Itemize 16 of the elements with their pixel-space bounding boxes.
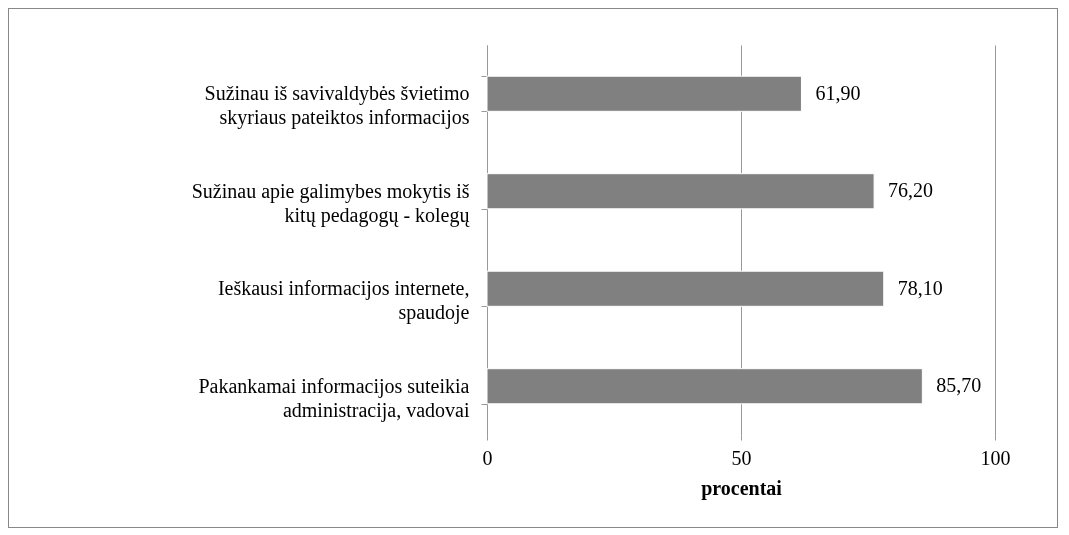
data-label: 85,70 (936, 374, 982, 397)
y-tick-label: Sužinau iš savivaldybės švietimo skyriaus pateiktos informacijos (204, 82, 470, 130)
bar (486, 270, 885, 307)
x-tick-label: 50 (731, 446, 752, 469)
y-tick-label: Ieškausi informacijos internete, spaudoje (217, 277, 470, 325)
x-axis-title: procentai (701, 476, 783, 500)
y-tick-label: Sužinau apie galimybes mokytis iš kitų pedagogų - kolegų (191, 179, 471, 227)
x-tick-label: 0 (482, 446, 493, 469)
data-label: 76,20 (888, 179, 934, 202)
y-tick-label: Pakankamai informacijos suteikia administracija, vadovai (198, 374, 470, 422)
bar (486, 173, 875, 210)
data-label: 78,10 (897, 276, 943, 299)
x-tick-label: 100 (980, 446, 1011, 469)
bar (486, 75, 802, 112)
data-label: 61,90 (815, 81, 861, 104)
bar (486, 368, 923, 405)
